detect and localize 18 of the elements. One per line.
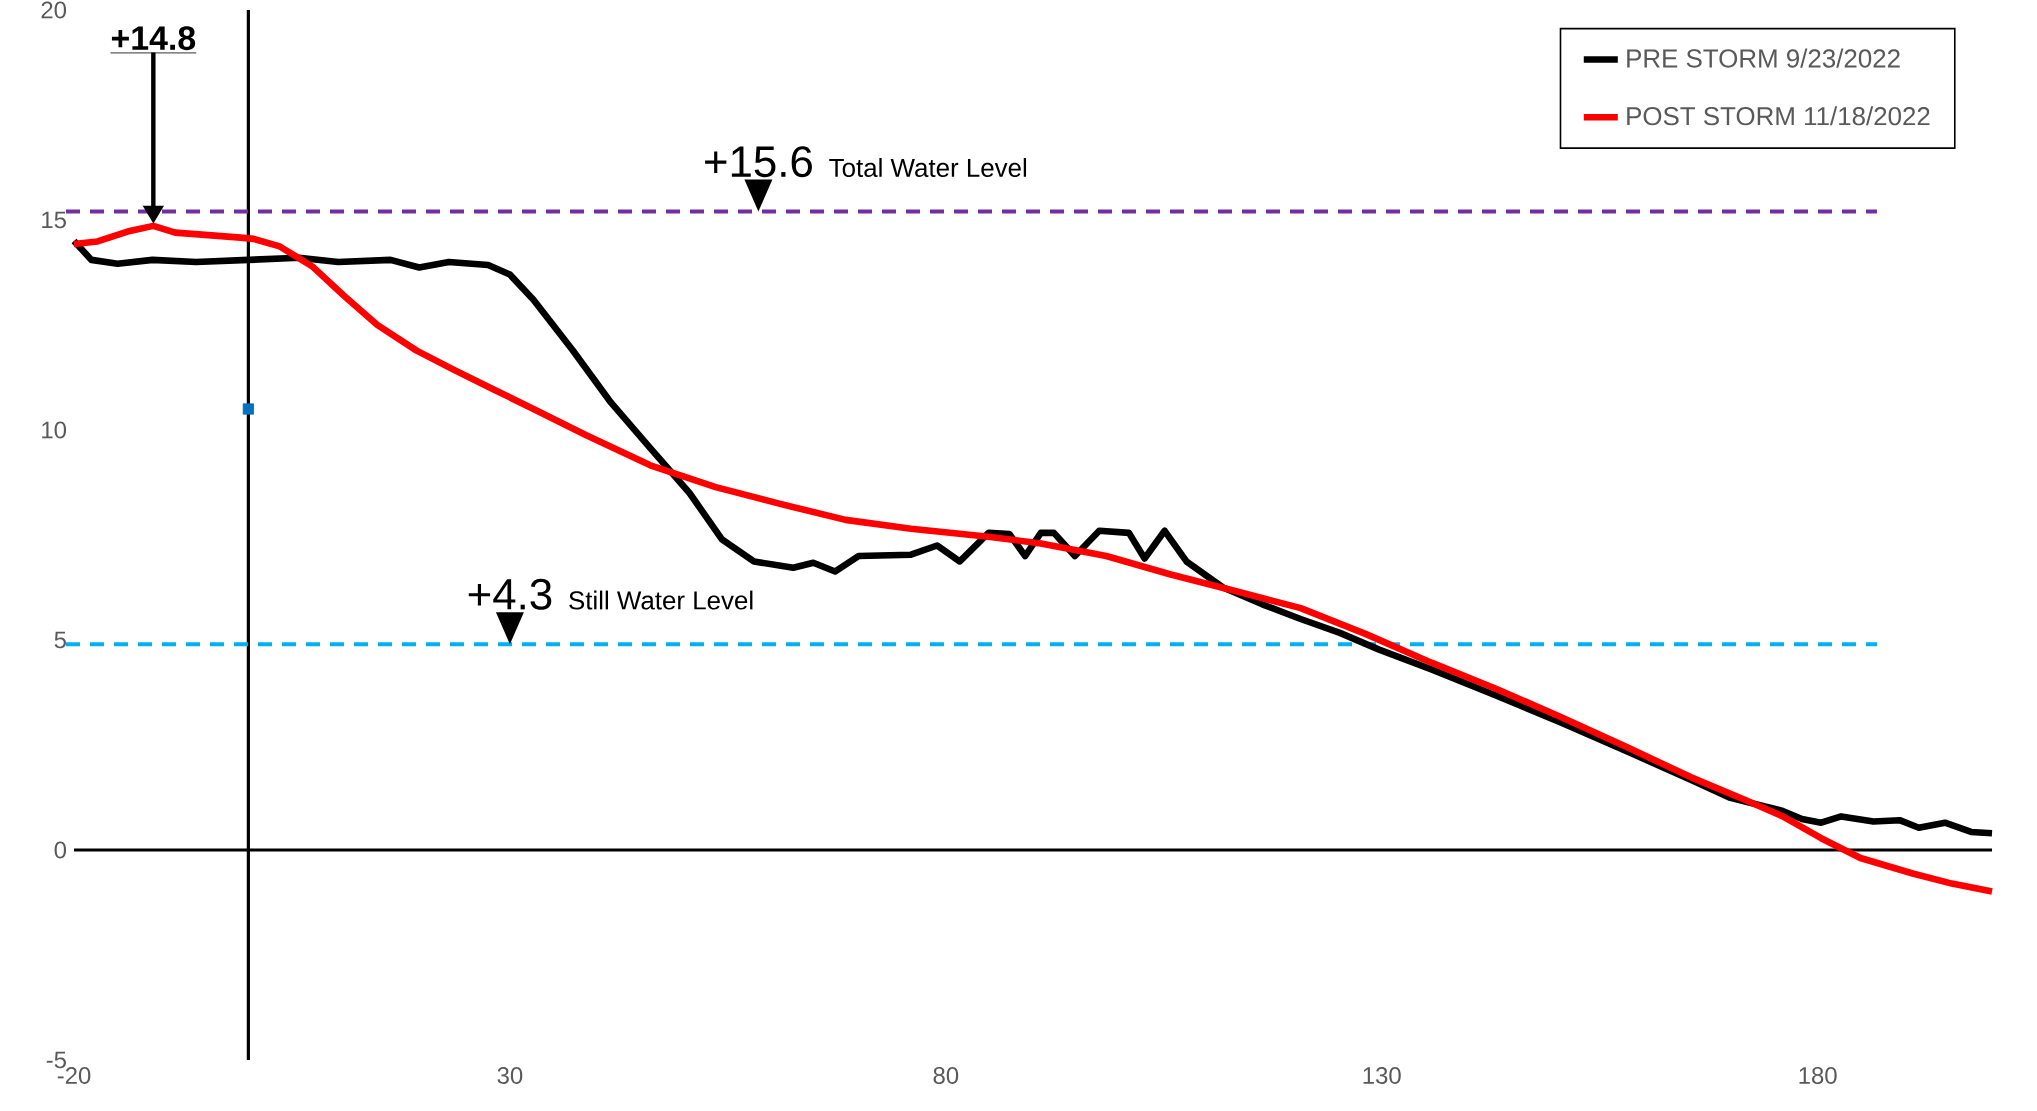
y-tick-label: -5: [46, 1051, 66, 1069]
ref-line-label: Total Water Level: [829, 157, 1027, 178]
x-tick-label: 130: [1363, 1067, 1401, 1084]
y-tick-label: 0: [54, 841, 67, 859]
x-tick-label: -20: [57, 1067, 91, 1084]
y-tick-label: 20: [41, 1, 67, 19]
y-tick-label: 10: [42, 421, 67, 439]
annotation: +14.8: [111, 26, 196, 51]
x-tick-label: 80: [933, 1067, 959, 1084]
annotation: +4.3: [468, 578, 552, 610]
ref-line-label: Still Water Level: [569, 590, 753, 610]
x-tick-label: 30: [497, 1067, 523, 1084]
y-tick-label: 5: [54, 631, 66, 649]
x-tick-label: 180: [1799, 1067, 1837, 1084]
y-tick-label: 15: [42, 211, 66, 229]
annotation: +15.6: [705, 146, 812, 178]
legend-label: PRE STORM 9/23/2022: [1627, 48, 1900, 68]
legend-label: POST STORM 11/18/2022: [1627, 106, 1930, 126]
